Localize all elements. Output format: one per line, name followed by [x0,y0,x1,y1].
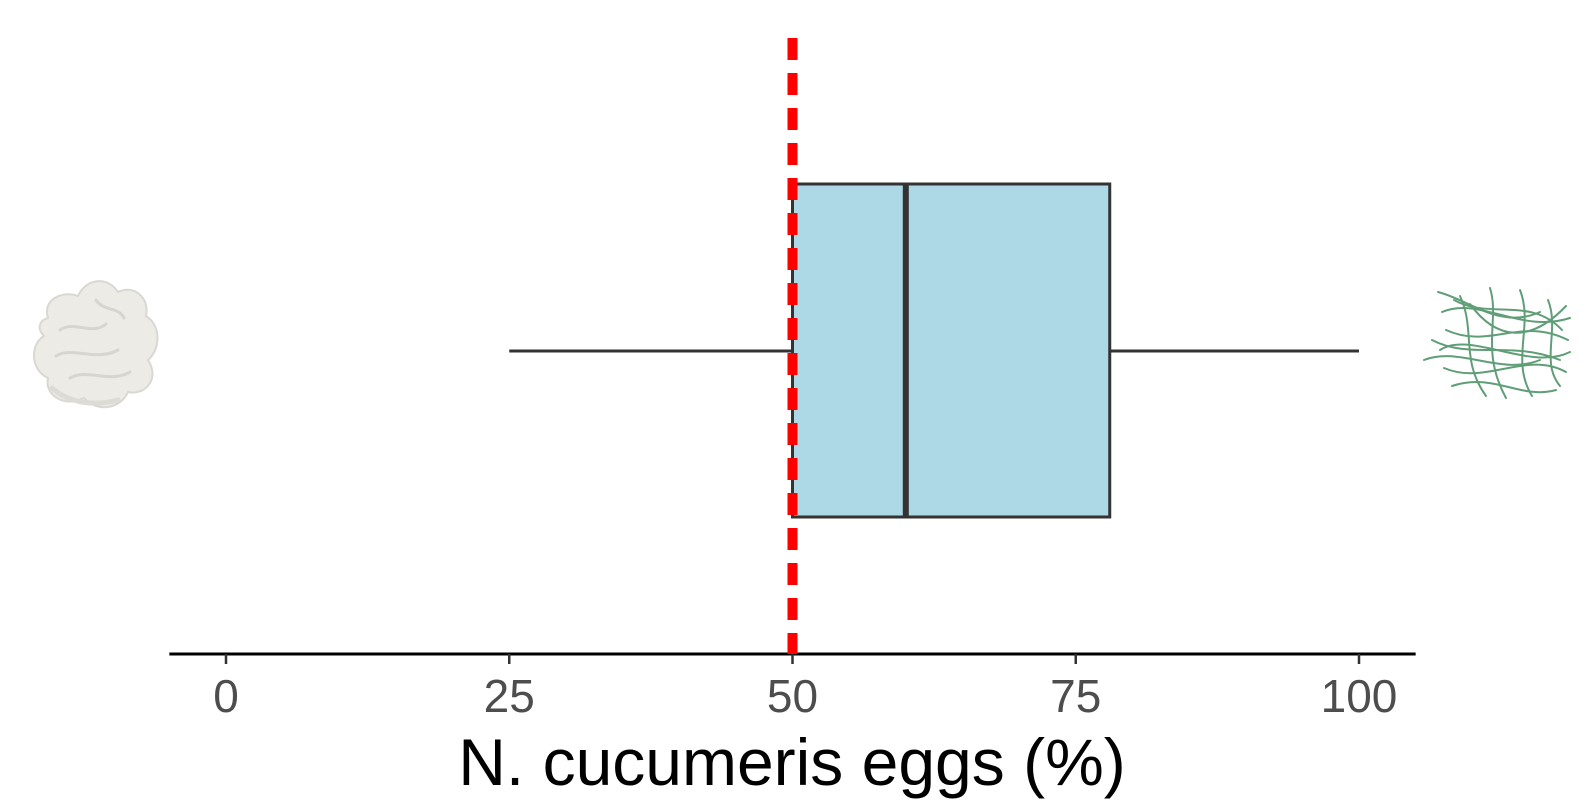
x-tick-label: 50 [767,670,818,722]
x-tick-label: 100 [1321,670,1398,722]
x-axis-title: N. cucumeris eggs (%) [458,725,1126,799]
white-fibrous-substrate-icon [33,280,159,408]
x-tick-label: 0 [213,670,239,722]
interquartile-box [791,182,1112,519]
x-tick-label: 75 [1050,670,1101,722]
plot-area: 0 25 50 75 100 [169,38,1416,722]
x-tick-label: 25 [484,670,535,722]
green-fibrous-substrate-icon [1423,287,1571,399]
